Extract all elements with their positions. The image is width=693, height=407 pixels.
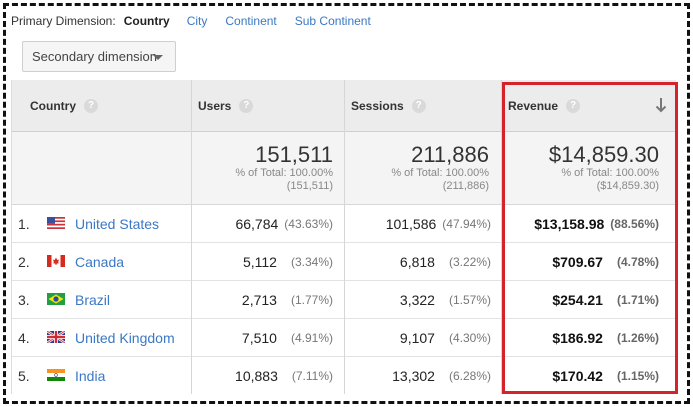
revenue-value: $254.21: [552, 292, 603, 308]
users-pct: (43.63%): [284, 217, 333, 231]
users-value: 2,713: [241, 292, 277, 308]
sessions-total-pct: % of Total: 100.00%: [391, 167, 489, 179]
row-index: 2.: [18, 254, 30, 270]
sessions-value: 6,818: [399, 254, 435, 270]
users-pct: (4.91%): [290, 331, 333, 345]
users-pct: (1.77%): [290, 293, 333, 307]
sessions-pct: (47.94%): [442, 217, 491, 231]
sessions-cell: 6,818 (3.22%): [345, 243, 491, 281]
sessions-cell: 101,586 (47.94%): [345, 205, 491, 243]
revenue-pct: (1.71%): [616, 293, 659, 307]
help-icon[interactable]: ?: [84, 99, 98, 113]
users-total-pct: % of Total: 100.00%: [235, 167, 333, 179]
canada-flag-icon: [47, 255, 65, 267]
column-header-sessions[interactable]: Sessions ?: [351, 80, 426, 132]
revenue-value: $13,158.98: [534, 216, 605, 232]
country-link[interactable]: Brazil: [75, 292, 111, 308]
revenue-value: $170.42: [552, 368, 603, 384]
users-cell: 10,883 (7.11%): [192, 357, 333, 395]
primary-dimension-label: Primary Dimension:: [11, 14, 116, 28]
revenue-cell: $186.92 (1.26%): [502, 319, 659, 357]
column-header-users-label: Users: [198, 99, 232, 113]
dimension-sub-continent-link[interactable]: Sub Continent: [294, 14, 371, 28]
column-header-users[interactable]: Users ?: [198, 80, 254, 132]
uk-flag-icon: [47, 331, 65, 343]
country-link[interactable]: India: [75, 368, 106, 384]
us-flag-icon: [47, 217, 65, 229]
users-total-cell: 151,511 % of Total: 100.00% (151,511): [192, 132, 333, 205]
revenue-pct: (4.78%): [616, 255, 659, 269]
revenue-cell: $170.42 (1.15%): [502, 357, 659, 395]
screenshot-frame: [3, 3, 690, 404]
sessions-value: 3,322: [399, 292, 435, 308]
revenue-total-value: $14,859.30: [548, 142, 659, 167]
column-divider: [344, 80, 345, 394]
sessions-pct: (6.28%): [448, 369, 491, 383]
dimension-city-link[interactable]: City: [186, 14, 208, 28]
secondary-dimension-label: Secondary dimension: [32, 49, 158, 64]
users-value: 5,112: [242, 254, 277, 270]
column-header-country[interactable]: Country ?: [30, 80, 98, 132]
revenue-cell: $254.21 (1.71%): [502, 281, 659, 319]
sort-descending-arrow-icon[interactable]: [655, 96, 667, 114]
users-cell: 5,112 (3.34%): [192, 243, 333, 281]
revenue-pct: (88.56%): [610, 217, 659, 231]
india-flag-icon: [47, 369, 65, 381]
secondary-dimension-dropdown[interactable]: Secondary dimension: [22, 41, 176, 72]
sessions-pct: (1.57%): [448, 293, 491, 307]
row-index: 3.: [18, 292, 30, 308]
revenue-pct: (1.15%): [616, 369, 659, 383]
revenue-cell: $13,158.98 (88.56%): [502, 205, 659, 243]
help-icon[interactable]: ?: [411, 99, 426, 113]
primary-dimension-bar: Primary Dimension: Country City Continen…: [11, 12, 389, 30]
revenue-total-base: ($14,859.30): [596, 180, 659, 192]
sessions-cell: 9,107 (4.30%): [345, 319, 491, 357]
dimension-continent-link[interactable]: Continent: [225, 14, 277, 28]
chevron-down-icon: [153, 55, 163, 60]
row-index: 4.: [18, 330, 30, 346]
row-index: 1.: [18, 216, 30, 232]
users-pct: (7.11%): [291, 369, 333, 383]
sessions-pct: (3.22%): [448, 255, 491, 269]
country-link[interactable]: United Kingdom: [75, 330, 175, 346]
data-table: Country ? Users ? Sessions ? Revenue ? 1…: [11, 80, 676, 395]
users-cell: 2,713 (1.77%): [192, 281, 333, 319]
sessions-pct: (4.30%): [448, 331, 491, 345]
revenue-pct: (1.26%): [616, 331, 659, 345]
sessions-value: 13,302: [392, 368, 435, 384]
sessions-value: 9,107: [399, 330, 435, 346]
column-header-country-label: Country: [30, 99, 76, 113]
users-total-value: 151,511: [255, 142, 333, 167]
users-value: 66,784: [235, 216, 279, 232]
country-link[interactable]: United States: [75, 216, 160, 232]
country-link[interactable]: Canada: [75, 254, 125, 270]
column-header-revenue-label: Revenue: [508, 99, 559, 113]
users-cell: 7,510 (4.91%): [192, 319, 333, 357]
revenue-total-pct: % of Total: 100.00%: [561, 167, 659, 179]
revenue-value: $186.92: [552, 330, 603, 346]
users-cell: 66,784 (43.63%): [192, 205, 333, 243]
sessions-cell: 3,322 (1.57%): [345, 281, 491, 319]
sessions-total-value: 211,886: [411, 142, 489, 167]
sessions-value: 101,586: [385, 216, 437, 232]
help-icon[interactable]: ?: [566, 99, 581, 113]
sessions-cell: 13,302 (6.28%): [345, 357, 491, 395]
users-value: 10,883: [235, 368, 278, 384]
users-value: 7,510: [241, 330, 277, 346]
users-total-base: (151,511): [286, 180, 333, 192]
dimension-country-selected[interactable]: Country: [123, 14, 170, 28]
brazil-flag-icon: [47, 293, 65, 305]
row-index: 5.: [18, 368, 30, 384]
column-header-sessions-label: Sessions: [351, 99, 404, 113]
column-header-revenue[interactable]: Revenue ?: [508, 80, 676, 132]
help-icon[interactable]: ?: [239, 99, 254, 113]
sessions-total-cell: 211,886 % of Total: 100.00% (211,886): [345, 132, 489, 205]
column-divider: [191, 80, 192, 394]
revenue-total-cell: $14,859.30 % of Total: 100.00% ($14,859.…: [502, 132, 659, 205]
column-divider: [501, 80, 502, 394]
revenue-cell: $709.67 (4.78%): [502, 243, 659, 281]
users-pct: (3.34%): [290, 255, 333, 269]
sessions-total-base: (211,886): [442, 180, 489, 192]
revenue-value: $709.67: [552, 254, 603, 270]
